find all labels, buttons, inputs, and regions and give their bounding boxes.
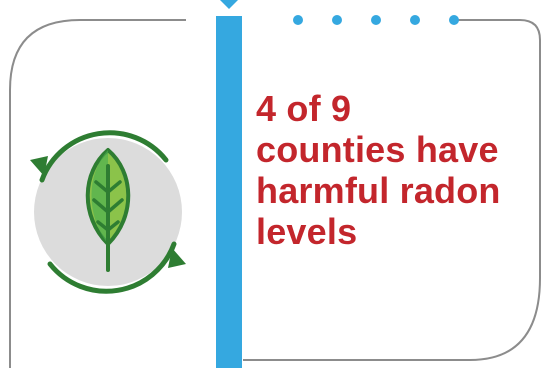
dotted-connector bbox=[293, 15, 459, 25]
chevron-down-icon bbox=[220, 0, 238, 9]
headline-line-4: levels bbox=[256, 211, 358, 252]
headline-line-2: counties have bbox=[256, 129, 499, 170]
recycle-arrow-head-right bbox=[168, 248, 186, 268]
headline-line-1: 4 of 9 bbox=[256, 88, 352, 129]
headline-line-3: harmful radon bbox=[256, 170, 501, 211]
headline: 4 of 9 counties have harmful radon level… bbox=[256, 88, 541, 252]
timeline-bar bbox=[216, 16, 242, 368]
leaf-icon bbox=[85, 148, 131, 272]
recycle-arrow-head-left bbox=[30, 156, 48, 176]
recycle-arc-bottom bbox=[47, 241, 177, 294]
leaf-recycle-icon bbox=[26, 130, 190, 294]
card-outline-left bbox=[9, 19, 186, 368]
card-outline-right bbox=[243, 19, 541, 361]
recycle-arc-top bbox=[39, 130, 169, 183]
